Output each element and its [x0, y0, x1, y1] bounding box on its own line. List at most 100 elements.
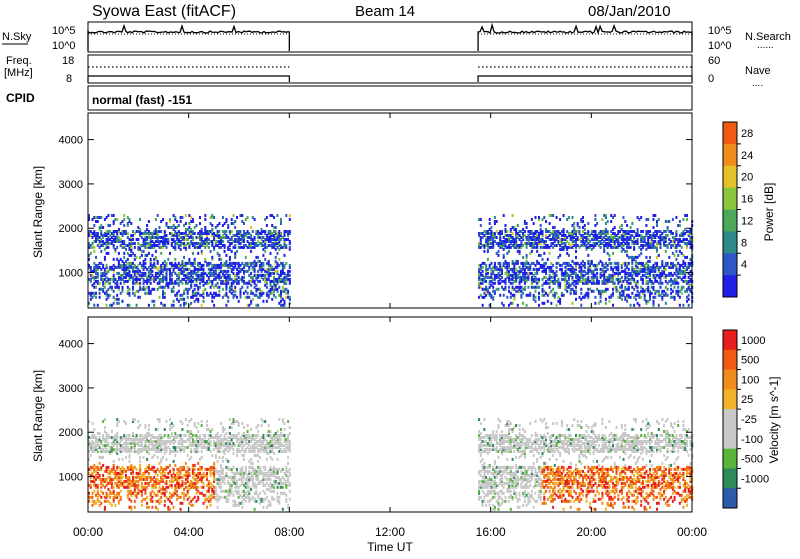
power-echo-cell [533, 278, 535, 281]
power-echo-cell [526, 242, 528, 245]
power-echo-cell [264, 250, 266, 253]
power-echo-cell [183, 302, 185, 305]
power-echo-cell [114, 286, 116, 289]
power-echo-cell [645, 218, 647, 221]
power-echo-cell [93, 224, 95, 227]
power-echo-cell [127, 258, 129, 261]
power-echo-cell [633, 268, 635, 271]
power-echo-cell [171, 288, 173, 291]
power-echo-cell [605, 298, 607, 301]
power-echo-cell [134, 292, 136, 295]
velocity-echo-cell [178, 482, 180, 485]
power-echo-cell [171, 278, 173, 281]
power-echo-cell [598, 280, 600, 283]
power-echo-cell [540, 246, 542, 249]
power-echo-cell [289, 246, 291, 249]
power-echo-cell [679, 264, 681, 267]
power-echo-cell [215, 264, 217, 267]
power-echo-cell [637, 270, 639, 273]
power-echo-cell [113, 268, 115, 271]
power-echo-cell [254, 280, 256, 283]
power-echo-cell [587, 238, 589, 241]
power-echo-cell [183, 278, 185, 281]
power-echo-cell [123, 246, 125, 249]
power-echo-cell [596, 242, 598, 245]
velocity-echo-cell [188, 444, 190, 447]
power-echo-cell [630, 226, 632, 229]
power-echo-cell [250, 226, 252, 229]
power-echo-cell [120, 238, 122, 241]
power-echo-cell [661, 296, 663, 299]
power-echo-cell [499, 262, 501, 265]
velocity-echo-cell [155, 500, 157, 503]
power-echo-cell [132, 262, 134, 265]
power-echo-cell [266, 234, 268, 237]
power-echo-cell [684, 262, 686, 265]
power-echo-cell [679, 296, 681, 299]
power-y-axis-label: Slant Range [km] [31, 166, 45, 258]
power-echo-cell [564, 262, 566, 265]
velocity-echo-cell [166, 480, 168, 483]
power-echo-cell [675, 258, 677, 261]
power-echo-cell [503, 254, 505, 257]
power-echo-cell [510, 274, 512, 277]
power-echo-cell [563, 242, 565, 245]
power-echo-cell [519, 270, 521, 273]
power-echo-cell [143, 232, 145, 235]
power-echo-cell [243, 244, 245, 247]
power-echo-cell [238, 246, 240, 249]
power-echo-cell [106, 290, 108, 293]
power-echo-cell [157, 260, 159, 263]
power-echo-cell [503, 240, 505, 243]
velocity-echo-cell [106, 466, 108, 469]
velocity-echo-cell [197, 462, 199, 465]
power-echo-cell [587, 254, 589, 257]
power-echo-cell [631, 286, 633, 289]
power-echo-cell [146, 292, 148, 295]
velocity-echo-cell [141, 482, 143, 485]
power-echo-cell [231, 230, 233, 233]
velocity-echo-cell [100, 478, 102, 481]
velocity-echo-cell [176, 450, 178, 453]
power-echo-cell [194, 258, 196, 261]
power-echo-cell [559, 244, 561, 247]
velocity-echo-cell [169, 418, 171, 421]
power-echo-cell [197, 246, 199, 249]
power-echo-cell [653, 282, 655, 285]
power-echo-cell [605, 288, 607, 291]
power-echo-cell [480, 224, 482, 227]
freq-trace-0 [88, 76, 289, 82]
power-echo-cell [668, 266, 670, 269]
power-echo-cell [134, 264, 136, 267]
velocity-echo-cell [122, 476, 124, 479]
power-echo-cell [670, 288, 672, 291]
power-echo-cell [651, 234, 653, 237]
power-echo-cell [224, 274, 226, 277]
velocity-echo-cell [109, 502, 111, 505]
velocity-echo-cell [180, 466, 182, 469]
power-echo-cell [220, 280, 222, 283]
velocity-echo-cell [139, 434, 141, 437]
power-echo-cell [262, 254, 264, 257]
power-echo-cell [496, 252, 498, 255]
power-echo-cell [114, 298, 116, 301]
power-echo-cell [129, 262, 131, 265]
power-echo-cell [638, 292, 640, 295]
power-echo-cell [261, 228, 263, 231]
velocity-echo-cell [185, 446, 187, 449]
noise-traces [88, 25, 692, 51]
power-echo-cell [630, 304, 632, 307]
power-echo-cell [549, 252, 551, 255]
velocity-echo-cell [203, 472, 205, 475]
velocity-echo-cell [192, 464, 194, 467]
power-echo-cell [275, 256, 277, 259]
power-echo-cell [538, 286, 540, 289]
power-echo-cell [194, 288, 196, 291]
velocity-echo-cell [102, 464, 104, 467]
power-echo-cell [490, 284, 492, 287]
power-echo-cell [120, 274, 122, 277]
power-echo-cell [148, 286, 150, 289]
power-echo-cell [482, 270, 484, 273]
power-echo-cell [180, 298, 182, 301]
velocity-echo-cell [169, 492, 171, 495]
